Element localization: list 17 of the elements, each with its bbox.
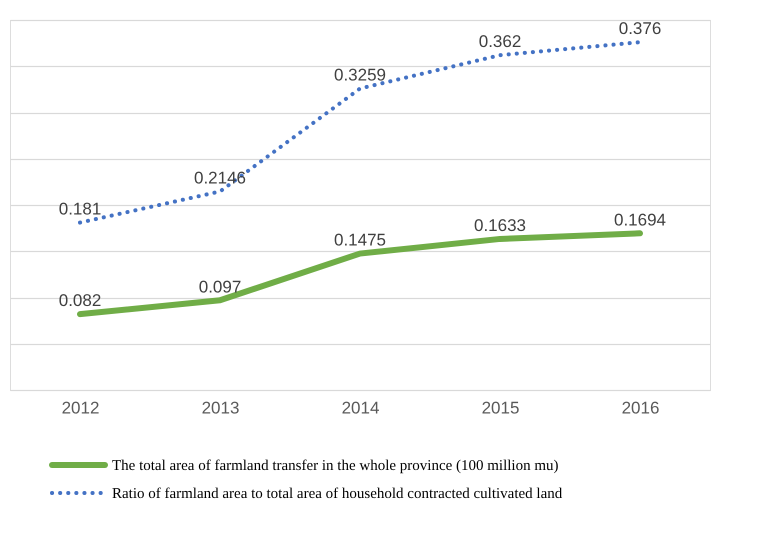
data-label: 0.3259 <box>334 66 386 85</box>
data-label: 0.2146 <box>194 168 246 188</box>
data-label: 0.362 <box>478 32 522 52</box>
x-tick-label: 2014 <box>342 398 380 418</box>
data-label: 0.1633 <box>474 216 526 235</box>
data-label: 0.1694 <box>614 210 666 230</box>
x-tick-label: 2015 <box>482 398 520 418</box>
legend-label: The total area of farmland transfer in the whole province (100 million mu) <box>112 458 559 474</box>
data-label: 0.097 <box>198 277 242 296</box>
data-label: 0.181 <box>58 200 102 219</box>
x-tick-label: 2016 <box>622 398 660 418</box>
legend-label: Ratio of farmland area to total area of household contracted cultivated land <box>112 486 563 502</box>
x-tick-label: 2013 <box>202 398 240 418</box>
data-label: 0.1475 <box>334 230 386 250</box>
data-label: 0.376 <box>618 19 662 38</box>
data-label: 0.082 <box>58 291 102 310</box>
x-tick-label: 2012 <box>62 398 100 418</box>
